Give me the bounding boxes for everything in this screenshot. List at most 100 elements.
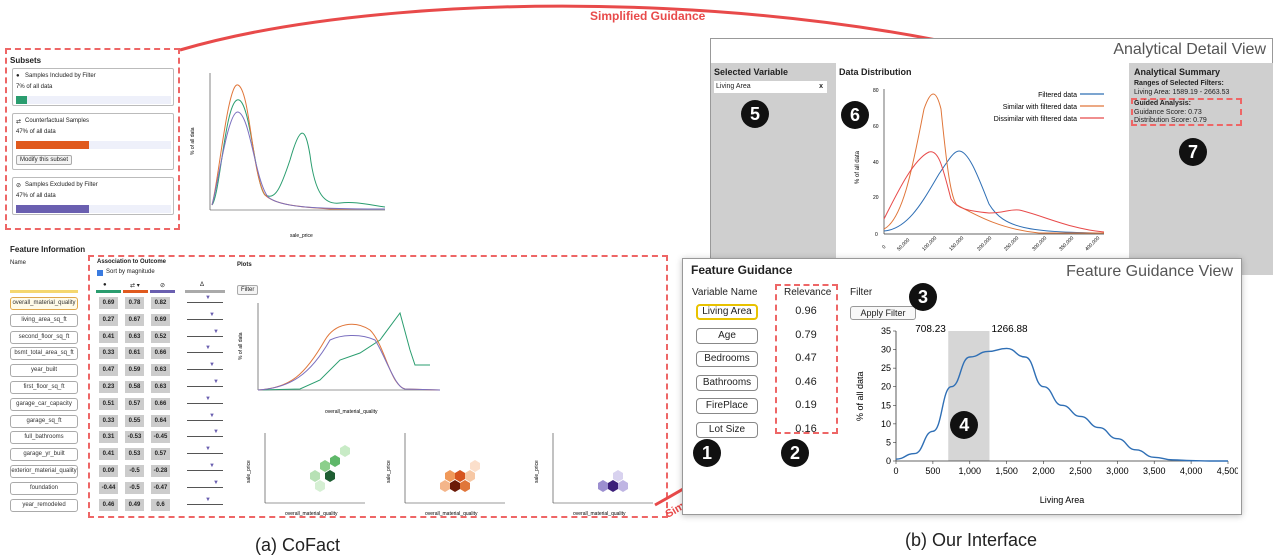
association-value: 0.64 <box>151 414 170 427</box>
brush-start-label: 708.23 <box>915 324 946 335</box>
feature-name-pill[interactable]: bsmt_total_area_sq_ft <box>10 347 78 361</box>
feature-name-pill[interactable]: living_area_sq_ft <box>10 313 78 327</box>
subset-excluded-pct: 47% of all data <box>16 193 56 199</box>
association-value: 0.09 <box>99 465 118 477</box>
association-value: 0.27 <box>99 313 118 326</box>
fg-variable-pill[interactable]: Lot Size <box>696 421 758 438</box>
fg-relevance-value: 0.47 <box>795 352 817 364</box>
delta-axis <box>187 318 223 320</box>
dist-y-ticks: 0 20 40 60 80 <box>873 88 879 238</box>
x-tick-label: 4,500 <box>1217 466 1238 476</box>
fg-variable-pill[interactable]: Bathrooms <box>696 374 758 391</box>
subsets-title: Subsets <box>10 56 42 65</box>
sale-price-chart: % of all data sale_price <box>190 73 386 239</box>
selected-variable-chip[interactable]: Living Area x <box>714 81 827 93</box>
feature-name-pill[interactable]: year_built <box>10 364 78 378</box>
modify-subset-button[interactable]: Modify this subset <box>16 155 73 165</box>
y-tick-label: 10 <box>881 419 891 429</box>
fg-relevance-value: 0.19 <box>795 399 817 411</box>
fg-variable-pill[interactable]: FirePlace <box>696 398 758 414</box>
feature-name-pill[interactable]: overall_material_quality <box>10 297 78 310</box>
top-arrow-label: Simplified Guidance <box>590 9 706 23</box>
dist-legend: Filtered data Similar with filtered data… <box>994 92 1104 123</box>
feature-name-pill[interactable]: full_bathrooms <box>10 431 78 445</box>
subset-excluded-track <box>16 205 171 213</box>
x-tick-label: 2,000 <box>1032 466 1055 476</box>
feature-name-pill[interactable]: garage_yr_built <box>10 448 78 462</box>
fg-variable-pill[interactable]: Age <box>696 327 758 344</box>
feature-name-pill[interactable]: first_floor_sq_ft <box>10 381 78 394</box>
legend-similar: Similar with filtered data <box>1003 104 1077 111</box>
selected-variable-header: Selected Variable <box>714 67 789 77</box>
x-tick-label: 3,500 <box>1143 466 1166 476</box>
marker-7: 7 <box>1179 138 1207 166</box>
delta-axis <box>187 470 223 471</box>
delta-marker-icon: ▼ <box>209 311 215 318</box>
association-value: 0.63 <box>125 330 144 343</box>
feature-name-pill[interactable]: foundation <box>10 481 78 495</box>
association-value: -0.44 <box>99 481 118 494</box>
subset-excluded-label: Samples Excluded by Filter <box>25 182 98 188</box>
delta-axis <box>187 352 223 354</box>
x-tick-label: 4,000 <box>1180 466 1203 476</box>
feature-guidance-title: Feature Guidance <box>691 263 793 277</box>
delta-marker-icon: ▼ <box>205 496 211 503</box>
sale-x-label: sale_price <box>290 233 313 239</box>
y-tick-label: 5 <box>886 437 891 447</box>
hexbin-counterfactual: overall_material_quality sale_price <box>386 433 505 517</box>
subset-included-track <box>16 96 171 104</box>
apply-filter-button[interactable]: Apply Filter <box>850 306 916 320</box>
marker-4: 4 <box>950 411 979 439</box>
feature-name-pill[interactable]: year_remodeled <box>10 498 78 512</box>
subset-counterfactual-card[interactable]: ⇄ Counterfactual Samples 47% of all data… <box>12 113 174 170</box>
quality-curve-included <box>257 311 430 391</box>
feature-name-pill[interactable]: garage_car_capacity <box>10 397 78 411</box>
sale-y-label: % of all data <box>190 127 196 155</box>
analytical-summary-panel: Analytical Summary Ranges of Selected Fi… <box>1129 63 1273 275</box>
marker-3: 3 <box>909 283 937 311</box>
feature-name-pill[interactable]: garage_sq_ft <box>10 414 78 428</box>
clear-icon[interactable]: x <box>819 83 823 90</box>
svg-text:200,000: 200,000 <box>976 235 993 252</box>
y-tick-label: 0 <box>886 456 891 466</box>
swap-icon: ⇄ ▾ <box>130 283 140 289</box>
association-value: 0.49 <box>125 498 144 511</box>
selected-variable-panel: Selected Variable Living Area x 5 <box>711 63 836 275</box>
cofact-filter-button[interactable]: Filter <box>237 285 259 295</box>
association-value: 0.33 <box>99 414 118 427</box>
col-filter: Filter <box>850 287 873 298</box>
check-circle-icon: ● <box>16 73 20 79</box>
subset-included-bar <box>16 96 27 104</box>
subset-excluded-card[interactable]: ⊘ Samples Excluded by Filter 47% of all … <box>12 177 174 215</box>
ranges-header: Ranges of Selected Filters: <box>1134 80 1224 87</box>
quality-y-label: % of all data <box>238 332 244 360</box>
living-area-chart: 0 5 10 15 20 25 30 35 0 500 1,000 1,500 2,000 2,500 3,… <box>855 324 1238 505</box>
delta-marker-icon: ▼ <box>209 412 215 419</box>
fg-variable-pill[interactable]: Living Area <box>696 304 758 320</box>
ban-icon: ⊘ <box>160 283 166 289</box>
hexbin-included: overall_material_quality sale_price <box>246 433 365 517</box>
svg-text:250,000: 250,000 <box>1003 235 1020 252</box>
hexbin-included-ylabel: sale_price <box>246 460 252 483</box>
subset-included-card[interactable]: ● Samples Included by Filter 7% of all d… <box>12 68 174 106</box>
association-value: -0.45 <box>151 431 170 444</box>
svg-text:80: 80 <box>873 88 879 94</box>
summary-header: Analytical Summary <box>1134 67 1221 77</box>
col-bar-included <box>96 290 121 293</box>
col-bar-excluded <box>150 290 175 293</box>
fg-relevance-value: 0.46 <box>795 375 817 388</box>
delta-axis <box>187 453 223 455</box>
feature-name-pill[interactable]: exterior_material_quality <box>10 465 78 478</box>
col-relevance: Relevance <box>784 287 832 298</box>
association-value: 0.55 <box>125 414 144 427</box>
brush-selection[interactable] <box>948 331 990 461</box>
fg-variable-pill[interactable]: Bedrooms <box>696 351 758 367</box>
delta-axis <box>187 369 223 371</box>
association-value: 0.63 <box>151 381 170 393</box>
association-value: 0.66 <box>151 347 170 360</box>
feature-name-pill[interactable]: second_floor_sq_ft <box>10 330 78 344</box>
sort-checkbox[interactable] <box>97 270 103 276</box>
delta-axis <box>187 503 223 505</box>
delta-marker-icon: ▼ <box>209 362 215 369</box>
x-tick-label: 0 <box>893 466 898 476</box>
